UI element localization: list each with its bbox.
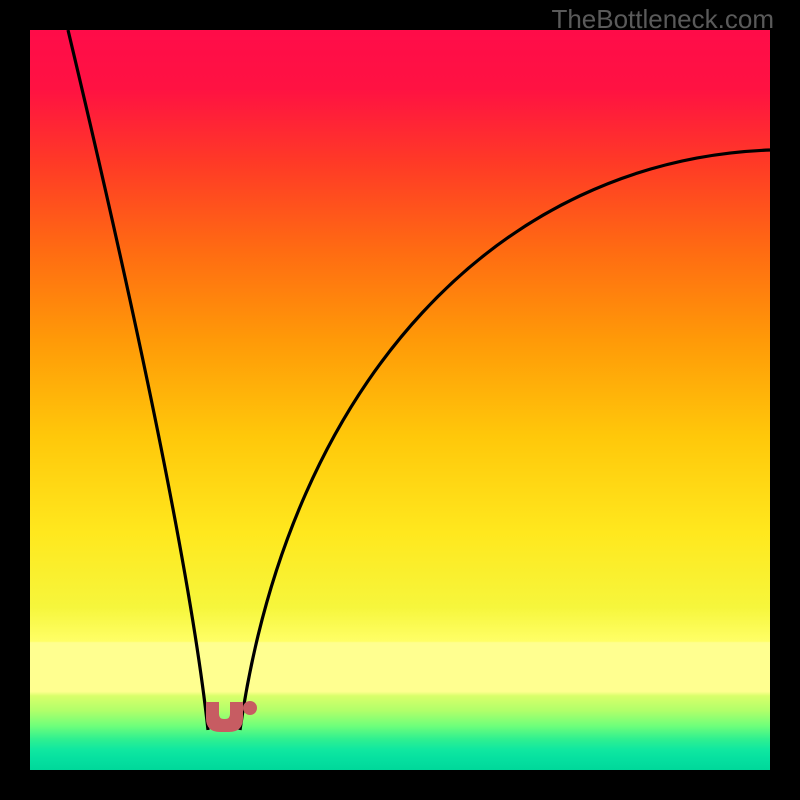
watermark-text: TheBottleneck.com (551, 4, 774, 35)
chart-canvas: TheBottleneck.com (0, 0, 800, 800)
plot-area-gradient (30, 30, 770, 770)
dot-marker (243, 701, 257, 715)
heatmap-chart-svg (0, 0, 800, 800)
